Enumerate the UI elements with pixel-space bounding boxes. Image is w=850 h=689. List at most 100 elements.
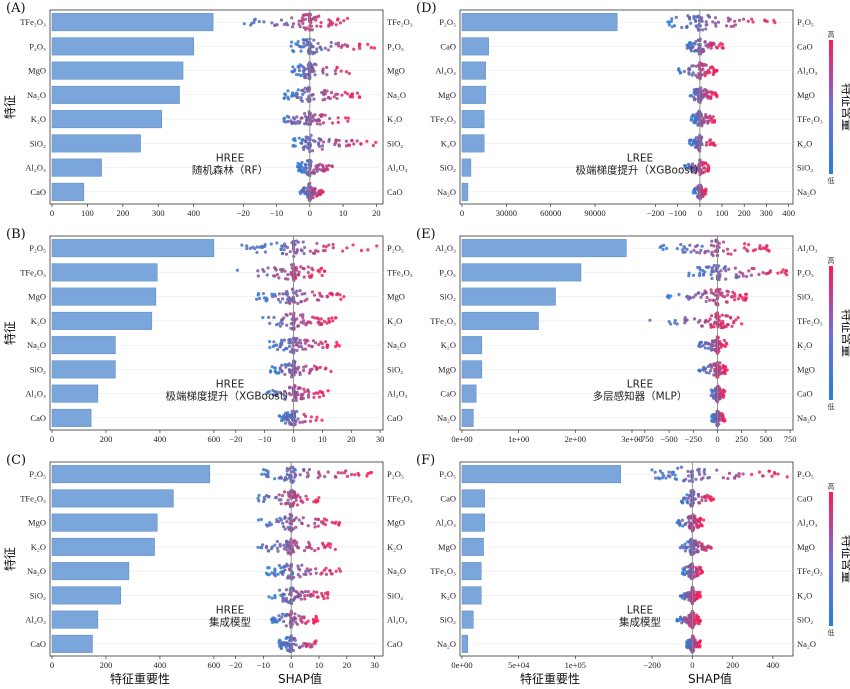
shap-point [317,395,322,399]
shap-point [278,542,282,547]
importance-bar [51,37,194,56]
shap-point [295,342,299,347]
feature-label-right: SiO₂ [387,138,403,148]
importance-tick-label: 200 [100,660,113,670]
shap-point [719,326,724,330]
shap-point [256,545,260,549]
shap-point [733,266,737,270]
importance-bar [461,408,474,427]
shap-point [677,67,681,71]
shap-point [701,272,706,276]
shap-point [714,269,718,273]
shap-point [681,596,685,600]
shap-point [259,546,264,550]
shap-point [297,345,301,349]
shap-point [299,98,303,102]
shap-point [733,476,737,480]
feature-label-right: SiO₂ [387,364,403,374]
shap-point [282,316,286,320]
shap-point [321,164,325,168]
shap-point [299,597,303,601]
shap-point [283,390,287,394]
shap-point [681,250,685,254]
shap-point [315,24,319,28]
shap-point [280,416,284,420]
shap-point [281,596,285,601]
shap-point [273,369,277,373]
shap-point [303,245,307,250]
panel-frame [49,9,384,205]
shap-point [262,498,267,502]
shap-point [334,42,338,46]
shap-point [701,89,705,93]
shap-point [724,314,728,318]
shap-point [697,291,701,295]
shap-point [312,168,316,172]
shap-tick-label: 100 [716,208,729,218]
y-axis-title: 特征 [2,95,17,119]
shap-point [268,321,272,325]
shap-point [256,496,260,500]
shap-point [284,599,288,603]
shap-point [704,548,708,552]
shap-point [691,95,696,99]
shap-point [323,113,327,117]
shap-point [294,337,298,341]
importance-bar [461,263,582,282]
shap-point [298,473,302,477]
shap-point [276,347,280,352]
shap-point [699,477,704,481]
feature-label-left: SiO₂ [440,163,456,173]
shap-point [252,18,256,22]
shap-point [310,290,315,294]
shap-point [333,547,337,552]
shap-point [299,344,303,349]
shap-point [313,521,317,526]
shap-point [270,365,274,369]
shap-point [341,249,345,253]
shap-point [339,45,343,49]
feature-label-left: Na₂O [437,413,456,423]
shap-point [683,163,687,168]
shap-point [290,25,295,29]
shap-point [314,418,318,422]
shap-tick-label: 30 [370,660,379,670]
shap-point [706,265,710,270]
shap-point [309,572,313,576]
shap-tick-label: −10 [257,660,270,670]
shap-point [265,474,269,479]
shap-point [299,300,303,304]
shap-point [279,476,284,480]
shap-point [717,372,721,377]
shap-point [322,517,327,521]
shap-point [284,588,289,592]
shap-point [371,143,375,148]
shap-point [688,94,692,98]
importance-bar [51,634,93,653]
importance-bar [51,239,215,258]
shap-point [280,251,285,255]
shap-point [695,618,699,622]
shap-point [698,619,702,623]
shap-point [689,21,693,25]
shap-point [312,62,316,66]
shap-point [673,473,677,477]
shap-point [250,21,254,25]
shap-point [303,139,307,143]
shap-point [338,293,342,297]
shap-point [697,467,701,471]
shap-point [326,168,330,172]
shap-point [301,590,305,595]
shap-point [704,161,708,165]
shap-point [318,113,322,117]
shap-point [691,540,695,545]
shap-point [312,619,316,623]
shap-point [355,91,360,95]
shap-point [704,370,708,375]
shap-point [688,616,693,620]
shap-point [284,365,288,369]
shap-point [294,525,298,529]
shap-point [352,142,356,146]
shap-point [311,339,316,343]
